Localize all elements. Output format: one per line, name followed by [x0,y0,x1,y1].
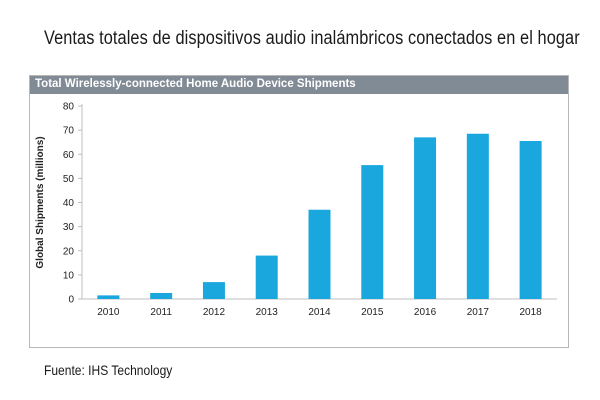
chart-header: Total Wirelessly-connected Home Audio De… [30,76,568,94]
x-tick-label: 2017 [467,307,490,318]
y-tick-label: 0 [68,295,74,306]
bar-2012 [202,282,225,299]
x-tick-label: 2013 [256,307,279,318]
bar-2014 [308,209,331,299]
y-axis-title: Global Shipments (millions) [35,136,46,268]
y-tick-label: 60 [63,150,75,161]
bar-2011 [150,292,173,299]
bar-2018 [519,140,542,299]
bar-2013 [255,255,278,299]
bar-2015 [361,165,384,299]
chart-frame: Total Wirelessly-connected Home Audio De… [29,75,569,348]
chart-plot: 0 10 20 30 40 50 60 70 80 2010 2011 2012 2013 2014 201… [35,102,557,318]
y-tick-label: 80 [63,102,75,113]
x-tick-label: 2014 [308,307,331,318]
y-tick-label: 30 [63,222,75,233]
y-tick-label: 70 [63,126,75,137]
bar-2016 [414,137,437,299]
bar-2010 [97,295,120,299]
source-note: Fuente: IHS Technology [44,362,173,378]
y-tick-label: 40 [63,198,75,209]
x-tick-label: 2016 [414,307,437,318]
y-tick-label: 10 [63,270,75,281]
x-tick-label: 2012 [203,307,226,318]
x-tick-label: 2018 [519,307,542,318]
x-tick-label: 2010 [97,307,120,318]
x-tick-label: 2015 [361,307,384,318]
x-tick-label: 2011 [150,307,172,318]
chart-title: Total Wirelessly-connected Home Audio De… [35,78,356,90]
page-title: Ventas totales de dispositivos audio ina… [44,28,580,49]
bar-2017 [466,133,489,299]
y-tick-label: 50 [63,174,75,185]
y-tick-label: 20 [63,246,75,257]
